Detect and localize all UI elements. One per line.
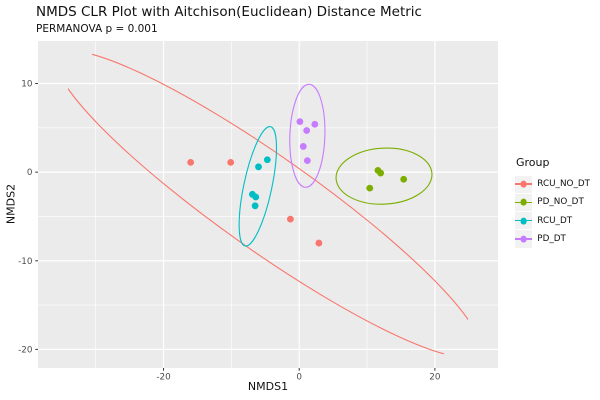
legend-key-dot [520, 217, 528, 225]
point-PD_DT [303, 127, 311, 134]
point-PD_DT [303, 157, 311, 165]
point-PD_NO_DT [400, 175, 408, 183]
legend-title: Group [516, 156, 550, 169]
y-tick-label: -10 [18, 257, 33, 267]
x-axis-title: NMDS1 [247, 380, 289, 393]
legend-item-RCU_NO_DT: RCU_NO_DT [515, 175, 590, 193]
plot-title: NMDS CLR Plot with Aitchison(Euclidean) … [36, 4, 422, 20]
plot-subtitle: PERMANOVA p = 0.001 [36, 23, 158, 35]
point-PD_NO_DT [377, 169, 385, 177]
legend-item-label: PD_NO_DT [537, 197, 584, 208]
point-PD_DT [296, 118, 304, 126]
legend-item-RCU_DT: RCU_DT [515, 212, 590, 230]
point-RCU_NO_DT [187, 159, 195, 166]
legend-key-icon [515, 175, 533, 193]
point-RCU_NO_DT [315, 239, 323, 247]
y-tick-label: 10 [21, 80, 33, 90]
x-tick-label: -20 [156, 373, 171, 383]
x-tick-label: 0 [296, 373, 302, 383]
legend-key-icon [515, 230, 533, 248]
point-RCU_DT [255, 163, 262, 171]
legend-items: RCU_NO_DT PD_NO_DT RCU_DT PD_DT [515, 175, 590, 248]
legend-item-label: RCU_NO_DT [537, 179, 591, 190]
ellipse-RCU_DT [238, 126, 278, 247]
y-tick-label: 0 [27, 168, 33, 178]
legend-item-PD_DT: PD_DT [515, 230, 590, 248]
legend-item-label: RCU_DT [537, 215, 573, 226]
point-RCU_NO_DT [227, 159, 235, 166]
point-PD_NO_DT [366, 184, 374, 192]
point-PD_DT [311, 120, 319, 128]
legend-key-icon [515, 193, 533, 212]
legend-item-PD_NO_DT: PD_NO_DT [515, 193, 590, 212]
ellipse-PD_DT [289, 83, 326, 188]
point-RCU_DT [251, 202, 259, 210]
legend-key-dot [520, 180, 528, 188]
x-tick-label: 20 [429, 373, 441, 383]
y-tick-label: -20 [18, 345, 33, 355]
legend-item-label: PD_DT [537, 234, 566, 245]
legend-key-dot [520, 199, 528, 206]
point-RCU_DT [252, 193, 260, 201]
point-PD_DT [299, 143, 307, 150]
point-RCU_NO_DT [286, 215, 294, 223]
legend: Group RCU_NO_DT PD_NO_DT RCU_DT PD_DT [515, 156, 590, 248]
legend-key-icon [515, 212, 533, 230]
legend-key-dot [520, 235, 528, 243]
ellipse-PD_NO_DT [335, 147, 433, 205]
point-RCU_DT [263, 156, 271, 164]
y-axis-title: NMDS2 [4, 183, 18, 225]
